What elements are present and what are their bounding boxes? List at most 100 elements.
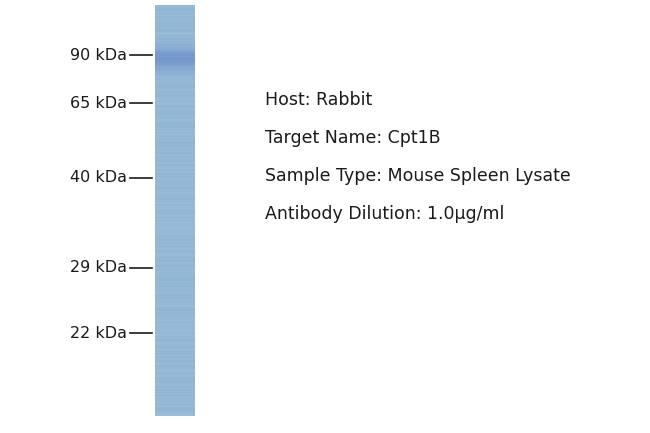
Bar <box>155 396 195 397</box>
Bar <box>155 242 195 243</box>
Bar <box>155 367 195 368</box>
Bar <box>155 131 195 132</box>
Bar <box>155 31 195 32</box>
Bar <box>155 338 195 339</box>
Text: Target Name: Cpt1B: Target Name: Cpt1B <box>265 129 441 147</box>
Bar <box>155 320 195 321</box>
Bar <box>155 122 195 123</box>
Bar <box>155 407 195 409</box>
Bar <box>155 84 195 86</box>
Bar <box>155 45 195 46</box>
Bar <box>155 357 195 358</box>
Bar <box>155 41 195 42</box>
Bar <box>155 204 195 205</box>
Bar <box>155 381 195 382</box>
Bar <box>155 382 195 384</box>
Bar <box>155 252 195 254</box>
Bar <box>155 339 195 341</box>
Bar <box>155 135 195 136</box>
Bar <box>155 281 195 283</box>
Bar <box>155 155 195 156</box>
Bar <box>155 315 195 316</box>
Bar <box>155 9 195 10</box>
Bar <box>155 82 195 84</box>
Bar <box>155 148 195 149</box>
Bar <box>155 129 195 131</box>
Text: 65 kDa: 65 kDa <box>70 96 127 110</box>
Bar <box>155 112 195 113</box>
Bar <box>155 239 195 241</box>
Bar <box>155 207 195 209</box>
Bar <box>155 259 195 260</box>
Bar <box>155 264 195 265</box>
Bar <box>155 372 195 373</box>
Bar <box>155 40 195 42</box>
Bar <box>155 154 195 155</box>
Bar <box>155 302 195 303</box>
Text: 90 kDa: 90 kDa <box>70 48 127 62</box>
Bar <box>155 21 195 23</box>
Bar <box>155 398 195 399</box>
Bar <box>155 147 195 148</box>
Bar <box>155 38 195 39</box>
Bar <box>155 16 195 17</box>
Bar <box>155 39 195 40</box>
Bar <box>155 79 195 80</box>
Bar <box>155 107 195 108</box>
Bar <box>155 221 195 222</box>
Bar <box>155 146 195 147</box>
Bar <box>155 207 195 208</box>
Bar <box>155 359 195 361</box>
Bar <box>155 141 195 142</box>
Bar <box>155 105 195 107</box>
Bar <box>155 189 195 190</box>
Bar <box>155 223 195 224</box>
Bar <box>155 114 195 115</box>
Bar <box>155 231 195 233</box>
Bar <box>155 259 195 261</box>
Bar <box>155 109 195 110</box>
Bar <box>155 70 195 71</box>
Bar <box>155 113 195 115</box>
Bar <box>155 139 195 141</box>
Bar <box>155 195 195 197</box>
Bar <box>155 405 195 407</box>
Bar <box>155 63 195 65</box>
Text: 40 kDa: 40 kDa <box>70 171 127 185</box>
Bar <box>155 333 195 334</box>
Bar <box>155 49 195 51</box>
Bar <box>155 306 195 307</box>
Bar <box>155 150 195 152</box>
Bar <box>155 326 195 328</box>
Bar <box>155 44 195 45</box>
Bar <box>155 201 195 202</box>
Bar <box>155 400 195 401</box>
Bar <box>155 202 195 203</box>
Bar <box>155 96 195 97</box>
Bar <box>155 310 195 311</box>
Bar <box>155 340 195 342</box>
Bar <box>155 252 195 253</box>
Bar <box>155 186 195 187</box>
Bar <box>155 162 195 164</box>
Bar <box>155 317 195 319</box>
Bar <box>155 324 195 325</box>
Bar <box>155 224 195 225</box>
Bar <box>155 42 195 43</box>
Bar <box>155 361 195 362</box>
Bar <box>155 414 195 415</box>
Bar <box>155 412 195 413</box>
Bar <box>155 48 195 50</box>
Bar <box>155 161 195 162</box>
Bar <box>155 280 195 281</box>
Bar <box>155 123 195 124</box>
Bar <box>155 94 195 95</box>
Bar <box>155 158 195 160</box>
Bar <box>155 153 195 155</box>
Bar <box>155 273 195 275</box>
Bar <box>155 394 195 395</box>
Bar <box>155 142 195 143</box>
Bar <box>155 22 195 23</box>
Bar <box>155 235 195 236</box>
Bar <box>155 304 195 306</box>
